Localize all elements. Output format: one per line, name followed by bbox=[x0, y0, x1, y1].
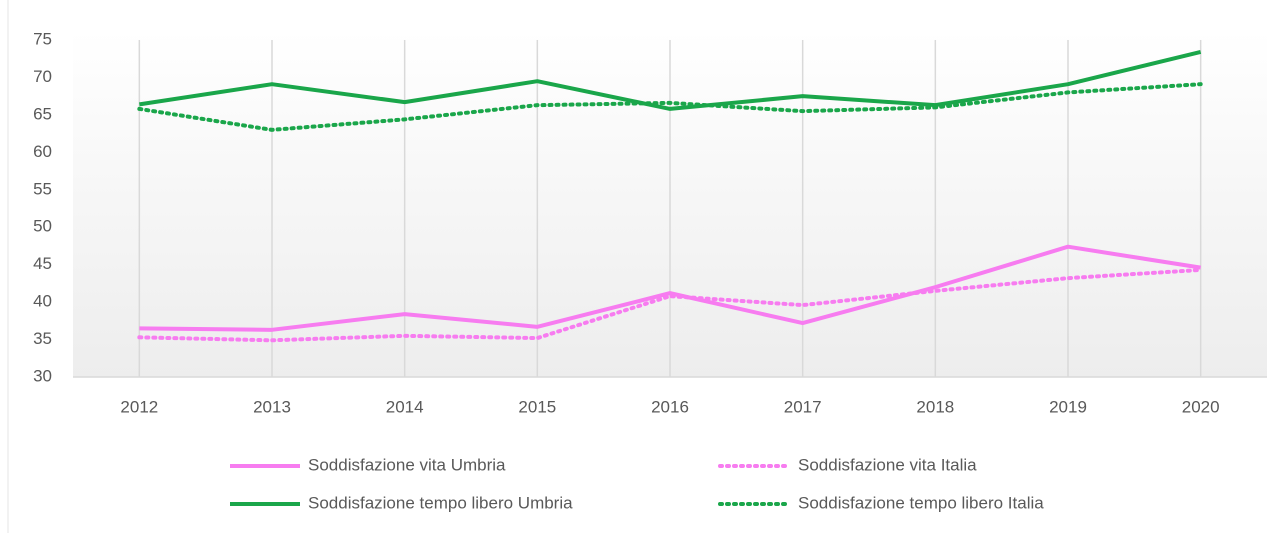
y-tick-label: 40 bbox=[33, 292, 52, 311]
y-tick-label: 55 bbox=[33, 179, 52, 198]
series-line bbox=[139, 50, 1202, 111]
series-line bbox=[137, 82, 1203, 132]
legend-label: Soddisfazione tempo libero Italia bbox=[798, 493, 1044, 512]
x-tick-label: 2019 bbox=[1049, 397, 1087, 416]
x-tick-label: 2017 bbox=[784, 397, 822, 416]
y-tick-label: 50 bbox=[33, 217, 52, 236]
x-tick-label: 2013 bbox=[253, 397, 291, 416]
x-tick-label: 2016 bbox=[651, 397, 689, 416]
x-tick-label: 2015 bbox=[518, 397, 556, 416]
x-tick-label: 2012 bbox=[120, 397, 158, 416]
y-tick-label: 65 bbox=[33, 104, 52, 123]
y-tick-label: 45 bbox=[33, 254, 52, 273]
x-tick-label: 2014 bbox=[386, 397, 424, 416]
x-tick-label: 2018 bbox=[916, 397, 954, 416]
legend-label: Soddisfazione vita Umbria bbox=[308, 455, 506, 474]
y-tick-label: 75 bbox=[33, 29, 52, 48]
legend-label: Soddisfazione vita Italia bbox=[798, 455, 977, 474]
series-line bbox=[137, 267, 1203, 343]
y-tick-label: 60 bbox=[33, 142, 52, 161]
series-line bbox=[139, 244, 1201, 332]
x-tick-label: 2020 bbox=[1182, 397, 1220, 416]
y-tick-label: 70 bbox=[33, 67, 52, 86]
y-tick-label: 35 bbox=[33, 329, 52, 348]
legend-label: Soddisfazione tempo libero Umbria bbox=[308, 493, 573, 512]
y-tick-label: 30 bbox=[33, 366, 52, 385]
